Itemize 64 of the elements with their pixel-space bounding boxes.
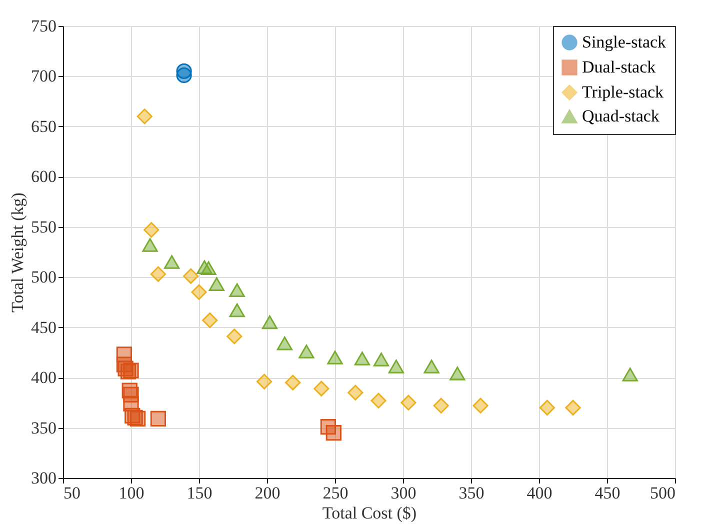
x-tick-label: 150 — [186, 484, 212, 502]
point — [285, 374, 301, 390]
x-tick-label: 450 — [594, 484, 620, 502]
point — [433, 398, 449, 414]
x-tick-label: 50 — [64, 484, 80, 502]
y-tick-label: 300 — [31, 468, 56, 488]
point — [136, 108, 152, 124]
y-tick-label: 500 — [31, 268, 56, 287]
point — [348, 384, 364, 400]
point — [400, 394, 416, 410]
y-tick-label: 600 — [31, 167, 56, 186]
point — [565, 400, 581, 416]
point — [276, 336, 292, 350]
x-tick-label: 250 — [322, 484, 348, 502]
point — [142, 238, 158, 252]
x-tick-label: 100 — [118, 484, 144, 502]
point — [191, 284, 207, 300]
y-tick-label: 550 — [31, 217, 56, 236]
y-tick-label: 400 — [31, 368, 56, 388]
point — [150, 266, 166, 282]
point — [123, 362, 139, 378]
point — [622, 368, 638, 382]
point — [226, 328, 242, 344]
point — [208, 277, 224, 292]
legend-label: Dual-stack — [582, 58, 656, 76]
y-tick-label: 700 — [31, 66, 56, 86]
point — [202, 312, 218, 328]
point — [354, 352, 370, 366]
x-axis-title: Total Cost ($) — [322, 504, 417, 522]
point — [200, 261, 216, 275]
point — [388, 360, 404, 374]
point — [229, 283, 245, 298]
y-tick-label: 650 — [31, 116, 56, 136]
x-tick-label: 300 — [390, 484, 416, 502]
point — [424, 360, 440, 374]
point — [256, 374, 272, 390]
x-tick-label: 500 — [650, 484, 676, 502]
y-tick-label: 750 — [31, 16, 56, 36]
x-tick-label: 350 — [458, 484, 484, 502]
point — [298, 344, 314, 358]
y-tick-label: 450 — [31, 318, 56, 337]
x-tick-label: 400 — [526, 484, 552, 502]
legend-label: Triple-stack — [582, 82, 664, 102]
point — [450, 366, 466, 380]
y-axis-title: Total Weight (kg) — [8, 192, 27, 312]
x-tick-label: 200 — [254, 484, 280, 502]
point — [176, 67, 192, 84]
point — [373, 352, 390, 366]
point — [229, 303, 245, 318]
point — [370, 392, 386, 408]
point — [130, 410, 146, 427]
point — [326, 424, 342, 441]
legend-label: Single-stack — [582, 32, 667, 52]
point — [144, 222, 160, 238]
point — [262, 315, 278, 330]
point — [539, 400, 555, 416]
point — [183, 268, 199, 284]
y-tick-label: 350 — [31, 418, 56, 438]
point — [314, 380, 330, 396]
point — [327, 350, 343, 364]
legend-label: Quad-stack — [582, 106, 660, 126]
point — [164, 255, 180, 269]
point — [150, 410, 166, 427]
point — [472, 398, 488, 414]
